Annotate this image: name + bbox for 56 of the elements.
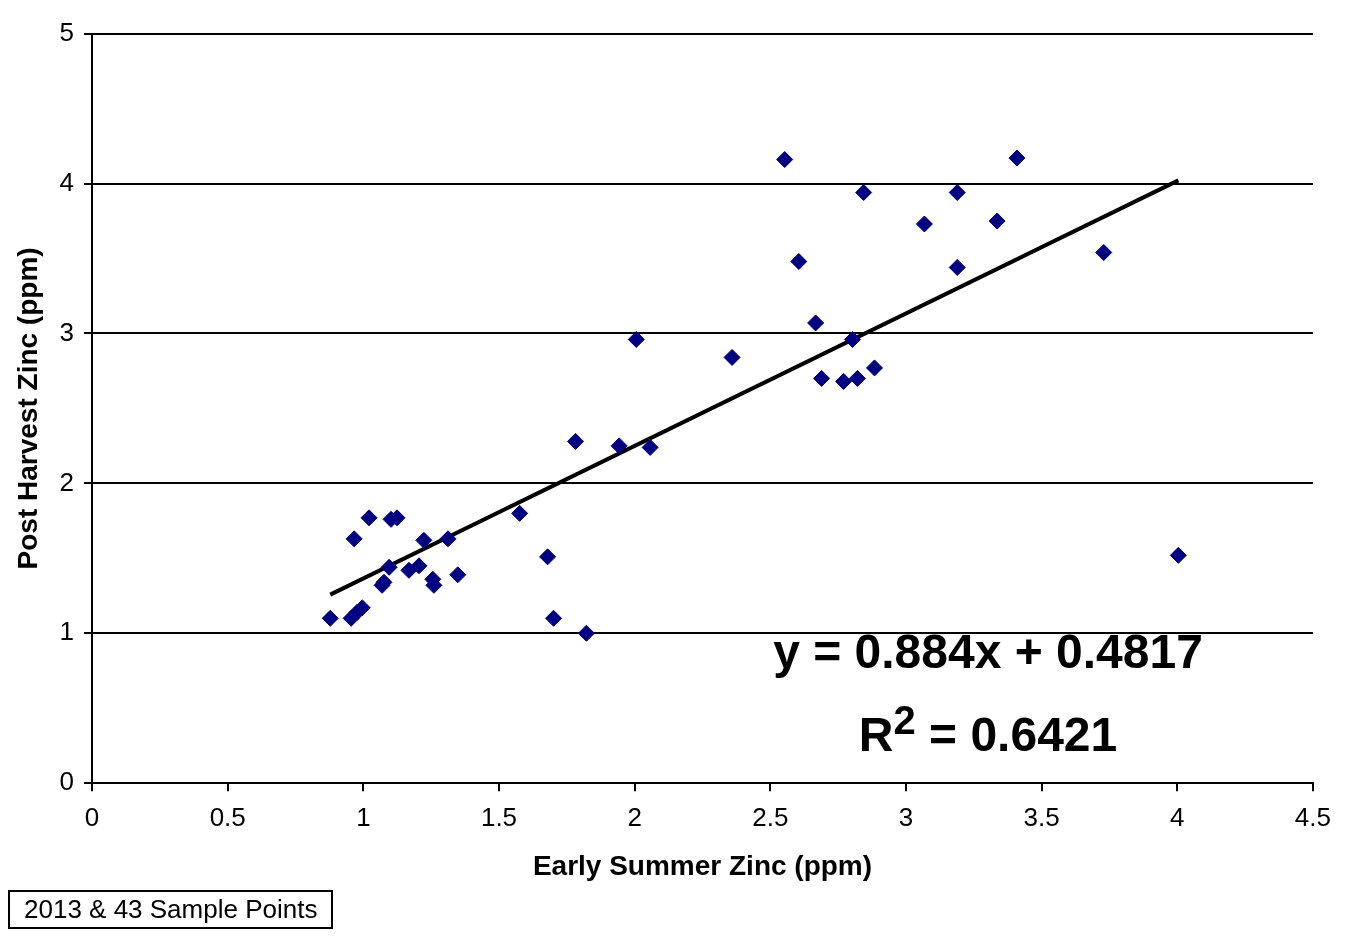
point [1095,243,1113,261]
point [915,215,933,233]
x-tick-label: 2.5 [752,801,789,832]
point [353,599,371,617]
point [449,566,467,584]
point [610,437,628,455]
point [345,530,363,548]
point [415,531,433,549]
point [988,212,1006,230]
point [439,530,457,548]
point [360,509,378,527]
point [321,609,339,627]
y-tick-label: 0 [59,766,75,797]
point [410,557,428,575]
point [855,184,873,202]
point [776,151,794,169]
point [545,609,563,627]
y-tick-label: 2 [59,466,75,497]
point [848,369,866,387]
x-axis-title: Early Summer Zinc (ppm) [532,849,873,881]
point [539,548,557,566]
annotation: R$^{2}$ = 0.6421 [857,697,1119,763]
point [641,438,659,456]
point [567,432,585,450]
x-tick-label: 4 [1170,801,1185,832]
point [844,330,862,348]
point [627,330,645,348]
y-tick-label: 5 [59,16,75,47]
x-tick-label: 2 [627,801,642,832]
point [807,314,825,332]
text: 2013 & 43 Sample Points [8,890,334,929]
point [577,624,595,642]
point [723,348,741,366]
y-tick-label: 4 [59,166,75,197]
annotation: y = 0.884x + 0.4817 [772,624,1204,680]
point [813,369,831,387]
point [790,252,808,270]
x-tick-label: 3 [898,801,914,832]
x-tick-label: 0.5 [209,801,246,832]
y-axis-title: Post Harvest Zinc (ppm) [11,247,43,570]
y-tick-label: 1 [59,616,75,647]
point [948,184,966,202]
x-tick-label: 3.5 [1023,801,1060,832]
x-tick-label: 4.5 [1294,801,1332,832]
point [1169,546,1187,564]
point [835,372,853,390]
point [511,504,529,522]
point [400,561,418,579]
point [1008,149,1026,167]
x-tick-label: 1 [356,801,371,832]
x-tick-label: 1.5 [480,801,518,832]
x-tick-label: 0 [84,801,100,832]
point [866,359,883,377]
point [948,258,966,276]
point [380,558,398,576]
y-tick-label: 3 [59,316,75,347]
